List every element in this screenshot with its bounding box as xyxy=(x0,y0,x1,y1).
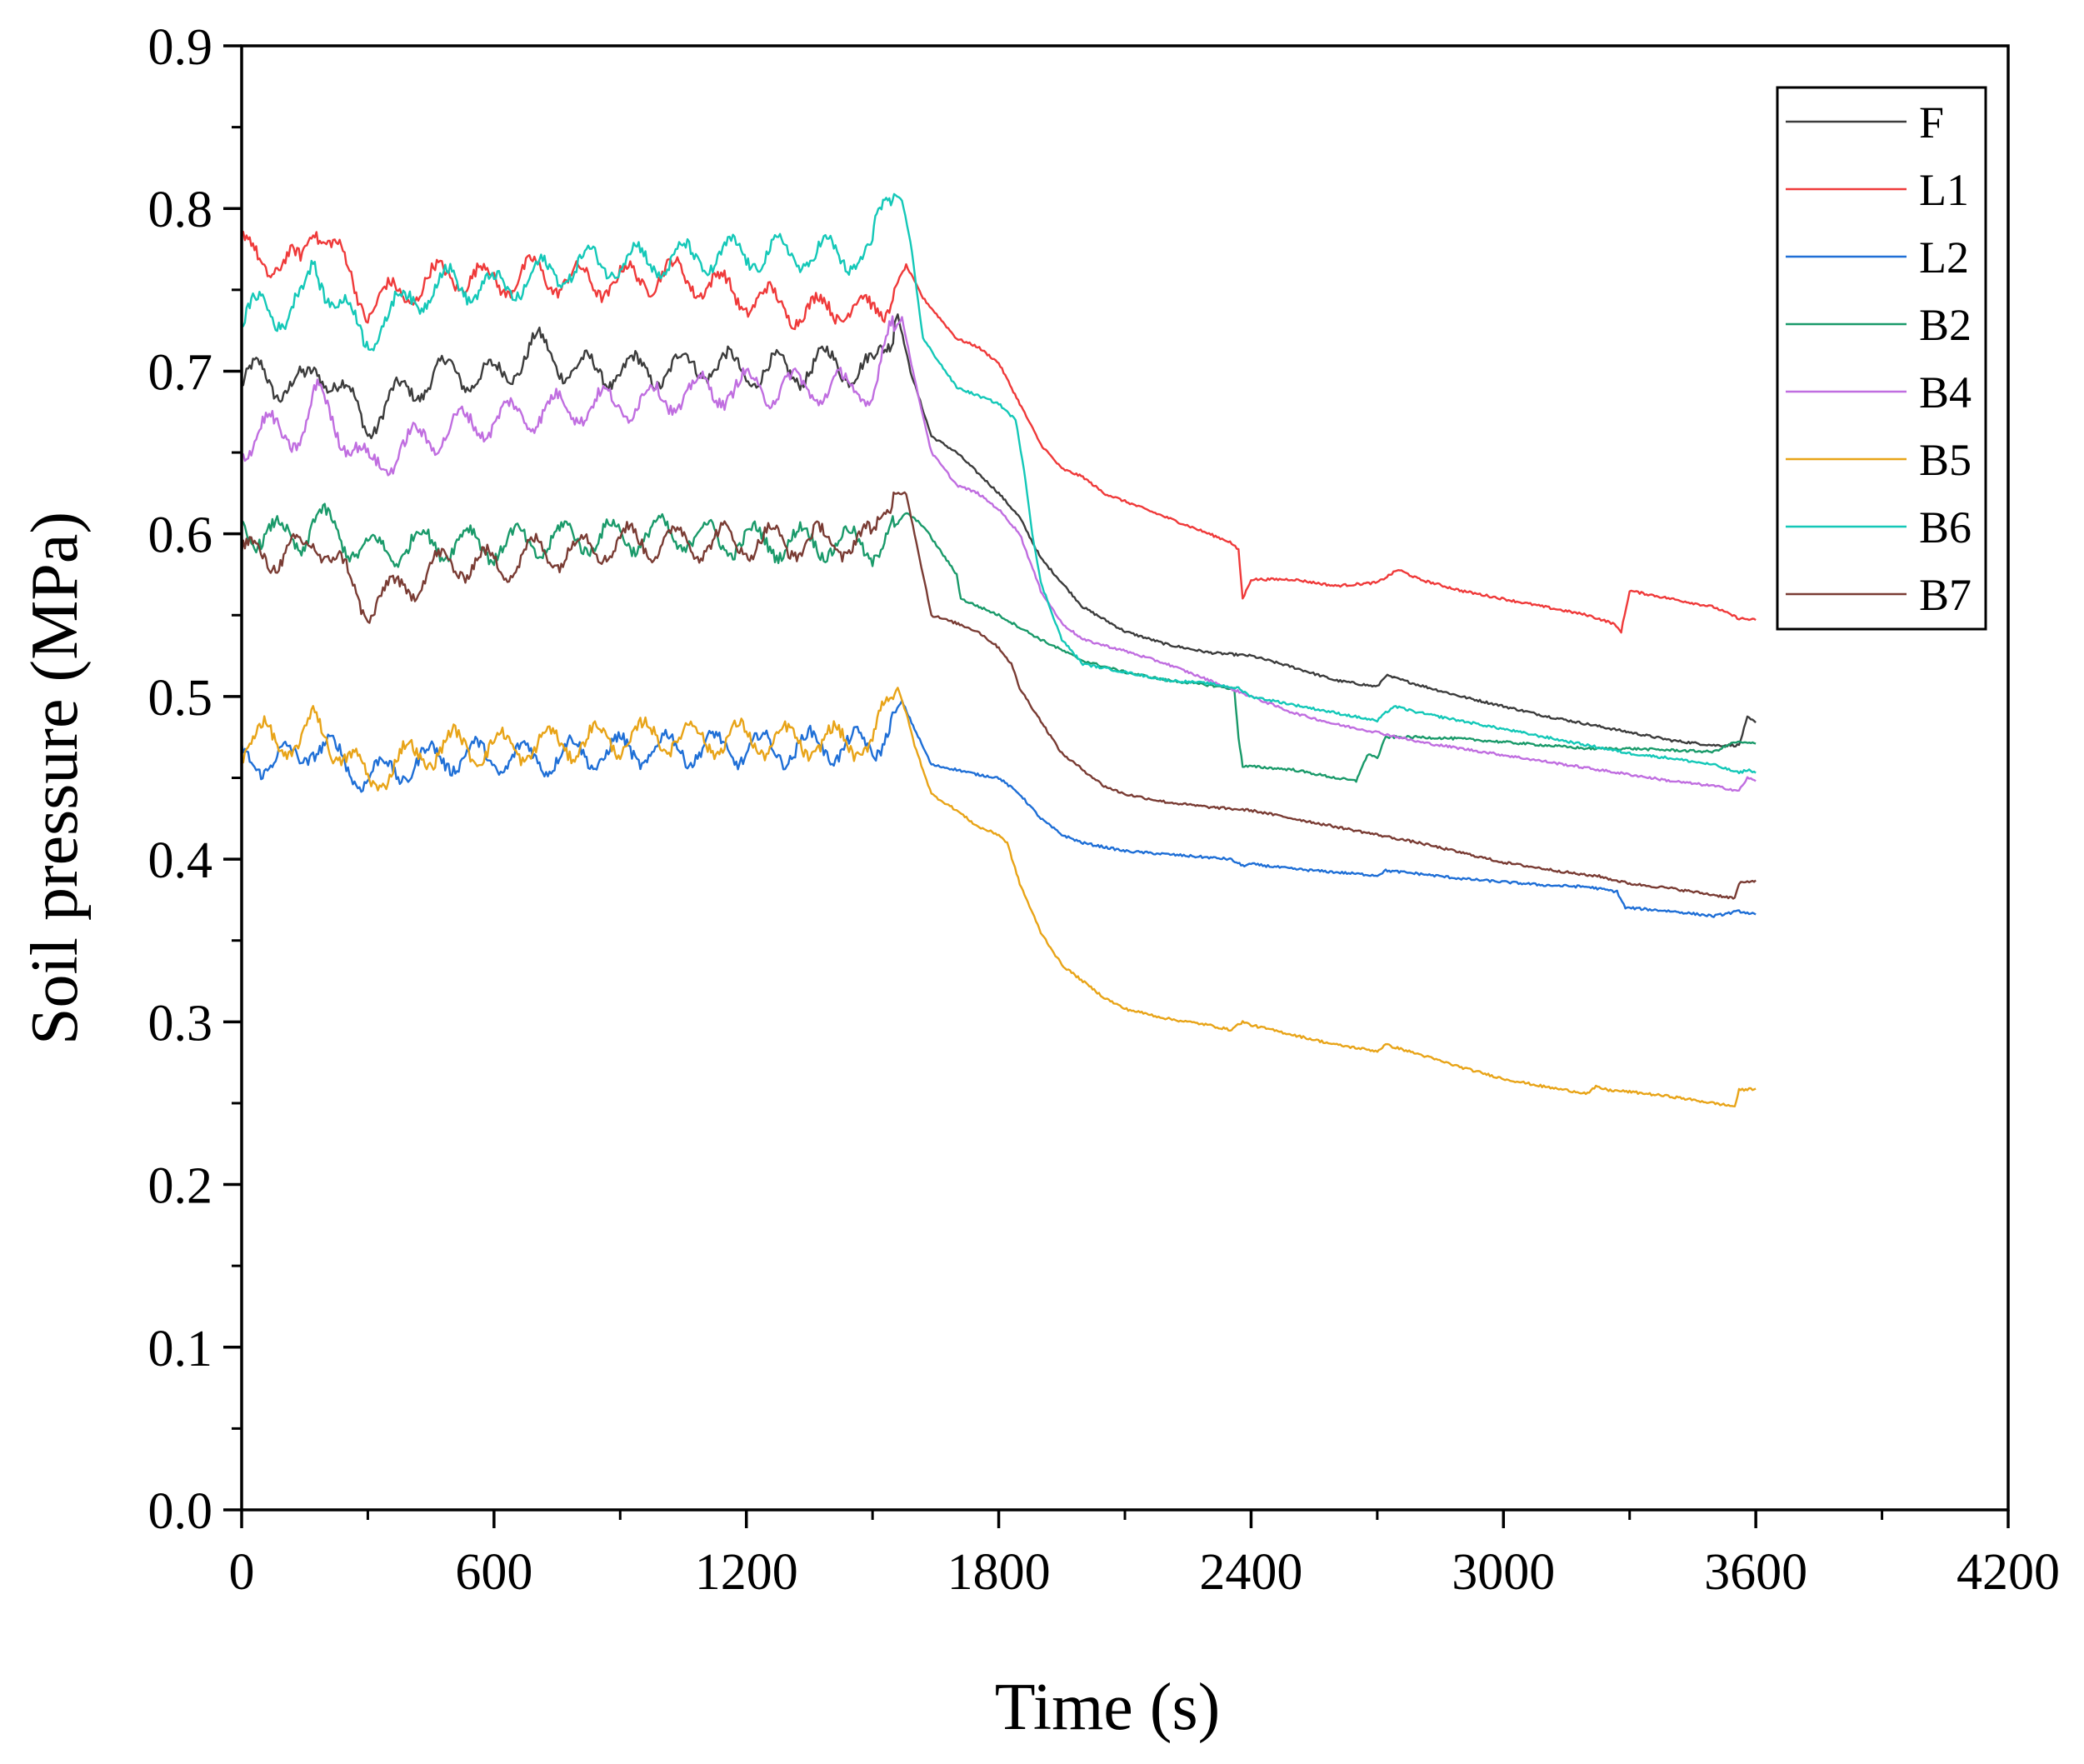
legend-label-b2: B2 xyxy=(1919,300,1972,350)
x-tick-label: 3600 xyxy=(1704,1544,1807,1601)
series-layer xyxy=(240,192,1757,1108)
legend: F L1 L2 B2 B4 B5 B6 B7 xyxy=(1776,86,1987,631)
legend-label-f: F xyxy=(1919,97,1944,147)
x-axis-title: Time (s) xyxy=(995,1671,1220,1744)
series-line-b2 xyxy=(241,502,1757,783)
y-axis-title: Soil pressure (MPa) xyxy=(18,512,92,1045)
y-tick-label: 0.9 xyxy=(148,19,213,76)
y-tick-label: 0.2 xyxy=(148,1158,213,1215)
legend-label-b4: B4 xyxy=(1919,367,1972,417)
y-tick-label: 0.1 xyxy=(148,1321,213,1377)
y-tick-label: 0.6 xyxy=(148,507,213,564)
y-tick-label: 0.0 xyxy=(148,1483,213,1540)
x-tick-label: 1800 xyxy=(947,1544,1051,1601)
y-tick-label: 0.7 xyxy=(148,344,213,401)
y-tick-label: 0.5 xyxy=(148,670,213,727)
legend-label-l1: L1 xyxy=(1919,165,1969,215)
series-line-b4 xyxy=(241,315,1757,792)
legend-label-b6: B6 xyxy=(1919,502,1972,552)
series-line-l2 xyxy=(240,699,1757,918)
series-line-l1 xyxy=(241,231,1757,634)
legend-label-b7: B7 xyxy=(1919,570,1972,620)
series-line-b5 xyxy=(241,687,1757,1108)
y-tick-label: 0.4 xyxy=(148,832,213,889)
x-tick-label: 0 xyxy=(229,1544,255,1601)
x-tick-label: 2400 xyxy=(1199,1544,1302,1601)
x-tick-label: 3000 xyxy=(1452,1544,1555,1601)
y-tick-label: 0.3 xyxy=(148,995,213,1052)
axis-ticks: 0 600 1200 1800 2400 3000 3600 4200 0.0 0.1 0.2 0.3… xyxy=(148,19,2061,1601)
legend-label-l2: L2 xyxy=(1919,232,1969,282)
legend-label-b5: B5 xyxy=(1919,435,1972,485)
x-tick-label: 600 xyxy=(455,1544,532,1601)
series-line-b6 xyxy=(241,192,1757,775)
x-tick-label: 1200 xyxy=(695,1544,798,1601)
y-tick-label: 0.8 xyxy=(148,182,213,238)
legend-frame xyxy=(1776,86,1987,631)
series-line-b7 xyxy=(240,491,1757,900)
x-tick-label: 4200 xyxy=(1957,1544,2060,1601)
series-line-f xyxy=(241,313,1757,748)
